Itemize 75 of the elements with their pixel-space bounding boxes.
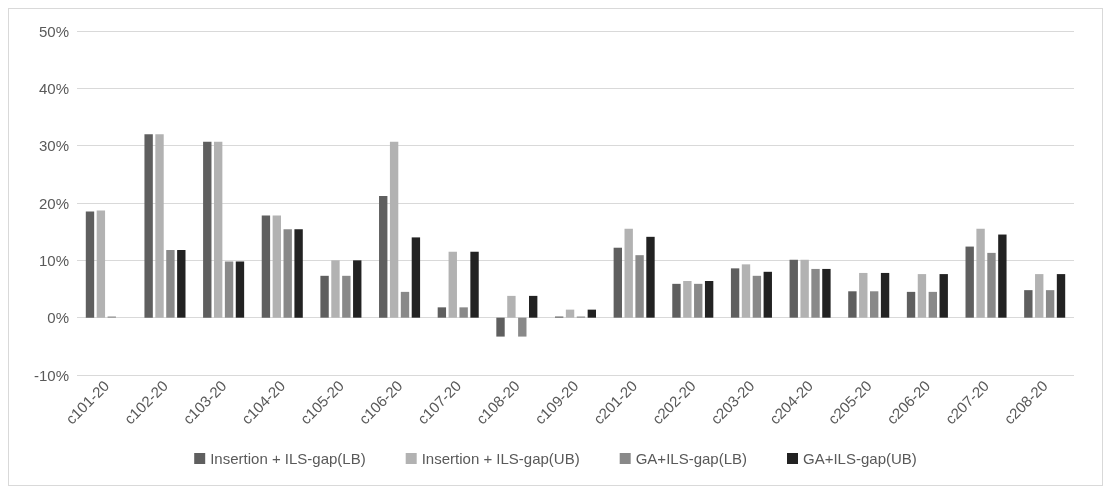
legend-label: Insertion + ILS-gap(UB) <box>421 450 580 467</box>
bar <box>448 251 457 318</box>
legend-label: GA+ILS-gap(LB) <box>635 450 748 467</box>
bar <box>730 268 740 318</box>
y-tick-label: 10% <box>38 251 69 269</box>
bar <box>261 215 271 318</box>
bar <box>880 272 890 318</box>
bar <box>294 229 303 318</box>
bar <box>683 280 692 318</box>
bar <box>694 283 703 318</box>
bar <box>213 141 223 318</box>
bar <box>203 141 212 318</box>
bar <box>320 275 329 318</box>
bar <box>144 134 153 318</box>
bar <box>635 255 644 318</box>
bar <box>177 250 186 318</box>
bar <box>789 259 798 318</box>
bar <box>96 210 106 318</box>
bar <box>672 283 681 318</box>
bar <box>235 261 245 318</box>
bar <box>613 247 622 318</box>
bar <box>976 228 985 318</box>
bar <box>389 141 399 318</box>
bar <box>822 268 831 318</box>
bar <box>1035 274 1044 318</box>
bar <box>437 307 447 318</box>
bar <box>507 295 516 318</box>
bar <box>859 272 868 318</box>
bar <box>379 196 388 318</box>
bar <box>272 215 282 318</box>
y-tick-label: 40% <box>38 79 69 97</box>
bar <box>496 317 505 337</box>
legend-label: GA+ILS-gap(UB) <box>803 450 917 467</box>
bar <box>400 291 410 318</box>
bar <box>906 291 916 318</box>
bar <box>939 274 948 318</box>
bar <box>470 251 479 318</box>
bar <box>811 268 820 318</box>
bar <box>624 228 633 318</box>
bar <box>459 307 468 318</box>
bar <box>752 275 762 318</box>
bar <box>518 317 527 337</box>
y-tick-label: 30% <box>38 137 69 155</box>
bar <box>1045 290 1055 318</box>
y-tick-label: -10% <box>33 366 69 384</box>
bar <box>869 291 879 318</box>
bar <box>998 234 1007 318</box>
bar <box>1024 290 1033 318</box>
bar <box>353 260 362 318</box>
bar <box>85 211 95 318</box>
bar <box>224 261 234 318</box>
y-tick-label: 50% <box>38 22 69 40</box>
bar <box>342 275 351 318</box>
bar <box>283 229 292 318</box>
bar <box>928 291 938 318</box>
bar <box>763 271 772 318</box>
y-tick-label: 20% <box>38 194 69 212</box>
bar <box>411 237 421 318</box>
y-tick-label: 0% <box>47 309 69 327</box>
bar <box>646 236 655 318</box>
bar <box>987 252 996 318</box>
bar <box>331 260 340 318</box>
bar <box>917 274 927 318</box>
bar <box>587 309 597 318</box>
bar <box>704 280 714 318</box>
bar <box>529 295 538 318</box>
bar <box>848 291 857 318</box>
legend-label: Insertion + ILS-gap(LB) <box>210 450 366 467</box>
bar <box>1056 274 1066 318</box>
bar <box>155 134 164 318</box>
bar <box>800 259 809 318</box>
bar <box>166 250 175 318</box>
bar <box>965 246 974 318</box>
bar <box>741 264 751 318</box>
bar <box>565 309 575 318</box>
